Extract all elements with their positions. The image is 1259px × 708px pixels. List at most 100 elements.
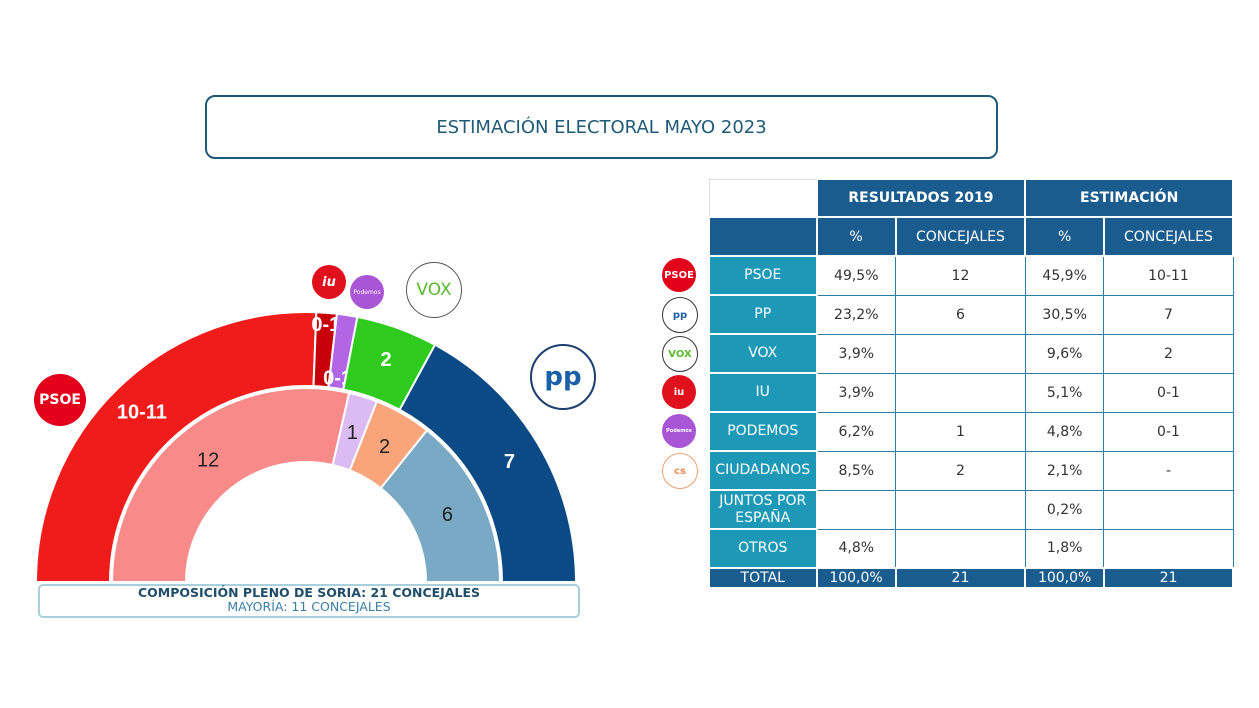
composition-title: COMPOSICIÓN PLENO DE SORIA: 21 CONCEJALE… (137, 585, 481, 600)
sub-header: CONCEJALES (894, 216, 1027, 257)
party-label: VOX (708, 333, 818, 374)
total-label: TOTAL (708, 567, 818, 589)
value-cell: 0-1 (1103, 372, 1234, 413)
outer-label-iu: 0-1 (311, 314, 340, 336)
composition-box: COMPOSICIÓN PLENO DE SORIA: 21 CONCEJALE… (38, 584, 580, 618)
table-row: IU 3,9% 5,1% 0-1 (708, 372, 1234, 413)
majority-label: MAYORÍA: 11 CONCEJALES (227, 599, 391, 614)
podemos-table-logo-text: Podemos (666, 428, 692, 434)
psoe-table-logo-text: PSOE (664, 269, 694, 281)
iu-logo-text: iu (322, 274, 336, 290)
value-cell: 2 (895, 450, 1026, 491)
podemos-logo: Podemos (350, 275, 384, 309)
podemos-table-logo: Podemos (662, 414, 696, 448)
vox-logo-text: VOX (416, 280, 452, 300)
sub-header-blank (708, 216, 818, 257)
value-cell: 23,2% (815, 294, 897, 335)
sub-header: CONCEJALES (1102, 216, 1235, 257)
value-cell: 45,9% (1024, 255, 1105, 296)
table-row: OTROS 4,8% 1,8% (708, 528, 1234, 569)
inner-segment-psoe (110, 387, 351, 583)
value-cell: 9,6% (1024, 333, 1105, 374)
table-row: JUNTOS POR ESPAÑA 0,2% (708, 489, 1234, 530)
value-cell: 5,1% (1024, 372, 1105, 413)
pp-logo: pp (530, 344, 596, 410)
inner-label-psoe: 12 (197, 449, 219, 471)
inner-segment-pp (379, 428, 502, 583)
party-label: CIUDADANOS (708, 450, 818, 491)
iu-table-logo: iu (662, 375, 696, 409)
psoe-logo-text: PSOE (39, 392, 81, 408)
vox-table-logo: VOX (662, 336, 698, 372)
total-cell: 21 (1102, 567, 1235, 589)
sub-header: % (1024, 216, 1105, 257)
value-cell: 1 (895, 411, 1026, 452)
party-label: PP (708, 294, 818, 335)
value-cell (895, 372, 1026, 413)
inner-label-pp: 6 (442, 504, 453, 526)
outer-label-vox: 2 (380, 349, 391, 371)
party-label: IU (708, 372, 818, 413)
psoe-logo: PSOE (34, 374, 86, 426)
table-row: PSOE 49,5% 12 45,9% 10-11 (708, 255, 1234, 296)
value-cell: - (1103, 450, 1234, 491)
psoe-table-logo: PSOE (662, 258, 696, 292)
pp-table-logo: pp (662, 297, 698, 333)
value-cell: 0,2% (1024, 489, 1105, 530)
party-label: PSOE (708, 255, 818, 296)
title-box: ESTIMACIÓN ELECTORAL MAYO 2023 (205, 95, 998, 159)
cs-table-logo: cs (662, 453, 698, 489)
value-cell: 3,9% (815, 333, 897, 374)
vox-table-logo-text: VOX (668, 348, 692, 360)
table-row: PODEMOS 6,2% 1 4,8% 0-1 (708, 411, 1234, 452)
results-table: RESULTADOS 2019 ESTIMACIÓN % CONCEJALES … (708, 178, 1235, 589)
value-cell (1103, 528, 1234, 569)
value-cell: 8,5% (815, 450, 897, 491)
value-cell (815, 489, 897, 530)
value-cell: 0-1 (1103, 411, 1234, 452)
total-cell: 100,0% (1024, 567, 1105, 589)
total-cell: 21 (894, 567, 1027, 589)
table-row: PP 23,2% 6 30,5% 7 (708, 294, 1234, 335)
value-cell (895, 333, 1026, 374)
total-cell: 100,0% (815, 567, 897, 589)
group-header-estimacion: ESTIMACIÓN (1024, 178, 1234, 218)
value-cell: 2,1% (1024, 450, 1105, 491)
pp-logo-text: pp (544, 362, 582, 392)
outer-label-pp: 7 (504, 451, 515, 473)
value-cell (895, 489, 1026, 530)
inner-label-podemos: 1 (347, 422, 358, 444)
value-cell: 6,2% (815, 411, 897, 452)
cs-table-logo-text: cs (674, 465, 686, 477)
group-header-2019: RESULTADOS 2019 (815, 178, 1027, 218)
iu-table-logo-text: iu (673, 386, 685, 398)
value-cell: 2 (1103, 333, 1234, 374)
value-cell: 49,5% (815, 255, 897, 296)
vox-logo: VOX (406, 262, 462, 318)
outer-segment-pp (398, 343, 578, 583)
podemos-logo-text: Podemos (353, 288, 381, 296)
title: ESTIMACIÓN ELECTORAL MAYO 2023 (436, 116, 767, 138)
value-cell: 4,8% (1024, 411, 1105, 452)
value-cell: 30,5% (1024, 294, 1105, 335)
value-cell: 4,8% (815, 528, 897, 569)
value-cell: 10-11 (1103, 255, 1234, 296)
party-label: PODEMOS (708, 411, 818, 452)
table-row: CIUDADANOS 8,5% 2 2,1% - (708, 450, 1234, 491)
iu-logo: iu (312, 265, 346, 299)
value-cell: 7 (1103, 294, 1234, 335)
inner-label-ciudadanos: 2 (379, 436, 390, 458)
value-cell: 3,9% (815, 372, 897, 413)
sub-header: % (815, 216, 897, 257)
party-label: OTROS (708, 528, 818, 569)
value-cell: 1,8% (1024, 528, 1105, 569)
party-label: JUNTOS POR ESPAÑA (708, 489, 818, 530)
value-cell: 12 (895, 255, 1026, 296)
table-row: VOX 3,9% 9,6% 2 (708, 333, 1234, 374)
pp-table-logo-text: pp (672, 309, 688, 321)
value-cell (895, 528, 1026, 569)
blank-corner (708, 178, 817, 218)
value-cell (1103, 489, 1234, 530)
value-cell: 6 (895, 294, 1026, 335)
